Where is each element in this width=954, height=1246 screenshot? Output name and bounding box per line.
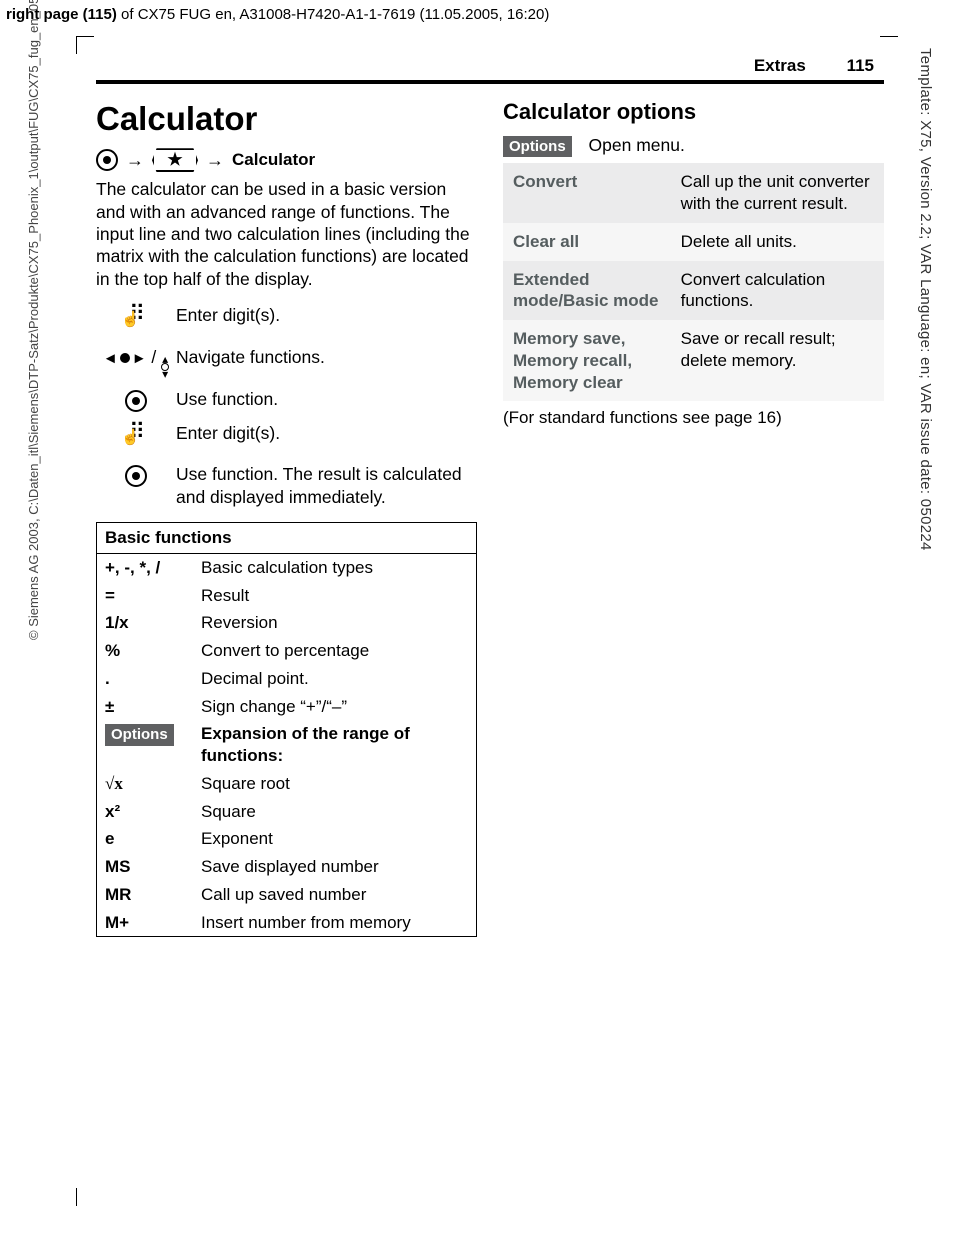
- arrow-icon: →: [206, 149, 224, 172]
- header-prefix: right page (115): [6, 6, 117, 23]
- breadcrumb: → ★ → Calculator: [96, 148, 477, 172]
- intro-paragraph: The calculator can be used in a basic ve…: [96, 178, 477, 290]
- table-row: .Decimal point.: [97, 665, 476, 693]
- steps-list: ☝ Enter digit(s). ◄► / ▴▾ Navigate funct…: [96, 304, 477, 508]
- table-row: %Convert to percentage: [97, 637, 476, 665]
- options-badge: Options: [105, 724, 174, 745]
- table-row: =Result: [97, 582, 476, 610]
- center-key-icon: [96, 463, 176, 487]
- crop-mark: [880, 1188, 898, 1206]
- basic-functions-table: Basic functions +, -, *, /Basic calculat…: [96, 522, 477, 937]
- left-column: Calculator → ★ → Calculator The calculat…: [96, 98, 477, 937]
- running-head: Extras 115: [96, 56, 884, 84]
- table-row: Clear allDelete all units.: [503, 223, 884, 261]
- center-key-icon: [96, 149, 118, 171]
- arrow-icon: →: [126, 149, 144, 172]
- right-column: Calculator options Options Open menu. Co…: [503, 98, 884, 937]
- step-text: Enter digit(s).: [176, 304, 477, 326]
- crop-mark: [76, 1188, 94, 1206]
- keypad-icon: ☝: [96, 304, 176, 335]
- keypad-icon: ☝: [96, 422, 176, 453]
- section-title: Calculator options: [503, 98, 884, 126]
- options-subheader: Expansion of the range of functions:: [201, 723, 468, 767]
- page-title: Calculator: [96, 98, 477, 140]
- document-header: right page (115) of CX75 FUG en, A31008-…: [6, 6, 549, 23]
- table-row: x²Square: [97, 798, 476, 826]
- page-content: Extras 115 Calculator → ★ → Calculator T…: [96, 56, 884, 1176]
- table-row: MRCall up saved number: [97, 881, 476, 909]
- footnote: (For standard functions see page 16): [503, 407, 884, 429]
- right-margin-text: Template: X75, Version 2.2; VAR Language…: [917, 48, 934, 551]
- crop-mark: [76, 36, 94, 54]
- table-row: Extended mode/Basic modeConvert calculat…: [503, 261, 884, 321]
- table-header: Basic functions: [97, 523, 476, 554]
- open-menu-text: Open menu.: [589, 135, 685, 155]
- center-key-icon: [96, 388, 176, 412]
- table-row: eExponent: [97, 825, 476, 853]
- options-badge: Options: [503, 136, 572, 157]
- table-row: MSSave displayed number: [97, 853, 476, 881]
- star-softkey-icon: ★: [152, 148, 198, 172]
- table-row: 1/xReversion: [97, 609, 476, 637]
- table-row: √xSquare root: [97, 770, 476, 798]
- page-number: 115: [847, 56, 874, 75]
- table-row: ConvertCall up the unit converter with t…: [503, 163, 884, 223]
- table-row: +, -, *, /Basic calculation types: [97, 554, 476, 582]
- step-text: Navigate functions.: [176, 346, 477, 368]
- step-text: Use function. The result is calculated a…: [176, 463, 477, 508]
- options-table: ConvertCall up the unit converter with t…: [503, 163, 884, 401]
- table-row: Memory save, Memory recall, Memory clear…: [503, 320, 884, 401]
- step-text: Use function.: [176, 388, 477, 410]
- options-line: Options Open menu.: [503, 134, 884, 157]
- table-row: M+Insert number from memory: [97, 909, 476, 937]
- table-row: Options Expansion of the range of functi…: [97, 720, 476, 770]
- breadcrumb-label: Calculator: [232, 149, 315, 171]
- step-text: Enter digit(s).: [176, 422, 477, 444]
- left-margin-text: © Siemens AG 2003, C:\Daten_itl\Siemens\…: [26, 0, 41, 640]
- navigate-icon: ◄► / ▴▾: [96, 346, 176, 378]
- crop-mark: [880, 36, 898, 54]
- section-name: Extras: [754, 56, 806, 75]
- table-row: ±Sign change “+”/“–”: [97, 693, 476, 721]
- header-rest: of CX75 FUG en, A31008-H7420-A1-1-7619 (…: [117, 6, 550, 23]
